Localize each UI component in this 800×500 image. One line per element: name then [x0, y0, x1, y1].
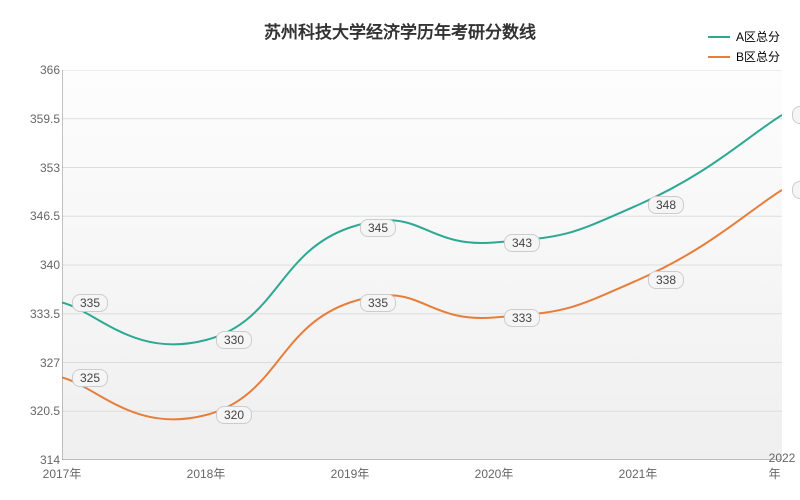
legend-label-a: A区总分: [736, 28, 780, 45]
data-label: 333: [504, 309, 540, 327]
data-label: 335: [360, 294, 396, 312]
chart-title: 苏州科技大学经济学历年考研分数线: [264, 18, 536, 43]
y-axis-label: 346.5: [30, 209, 60, 223]
x-axis-label: 2017年: [43, 465, 82, 482]
data-label: 343: [504, 234, 540, 252]
data-label: 338: [648, 271, 684, 289]
plot-area: 335330345343348360325320335333338350: [62, 70, 782, 460]
legend-item-a: A区总分: [708, 28, 780, 45]
legend-item-b: B区总分: [708, 48, 780, 65]
y-axis-label: 320.5: [30, 404, 60, 418]
x-axis-label: 2021年: [619, 465, 658, 482]
y-axis-label: 359.5: [30, 112, 60, 126]
legend-label-b: B区总分: [736, 48, 780, 65]
data-label: 360: [792, 106, 800, 124]
x-axis-label: 2018年: [187, 465, 226, 482]
data-label: 320: [216, 406, 252, 424]
data-label: 335: [72, 294, 108, 312]
legend-line-a: [708, 36, 730, 38]
chart-svg: [62, 70, 782, 460]
legend-line-b: [708, 56, 730, 58]
y-axis-label: 327: [40, 356, 60, 370]
chart-container: 苏州科技大学经济学历年考研分数线 A区总分 B区总分 335 330 345 343 3…: [0, 0, 800, 500]
data-label: 345: [360, 219, 396, 237]
y-axis-label: 353: [40, 161, 60, 175]
x-axis-label: 2019年: [331, 465, 370, 482]
data-label: 350: [792, 181, 800, 199]
data-label: 348: [648, 196, 684, 214]
y-axis-label: 366: [40, 63, 60, 77]
data-label: 325: [72, 369, 108, 387]
y-axis-label: 333.5: [30, 307, 60, 321]
data-label: 330: [216, 331, 252, 349]
x-axis-label: 2020年: [475, 465, 514, 482]
legend: A区总分 B区总分: [708, 28, 780, 68]
x-axis-label: 2022年: [769, 451, 796, 482]
y-axis-label: 340: [40, 258, 60, 272]
